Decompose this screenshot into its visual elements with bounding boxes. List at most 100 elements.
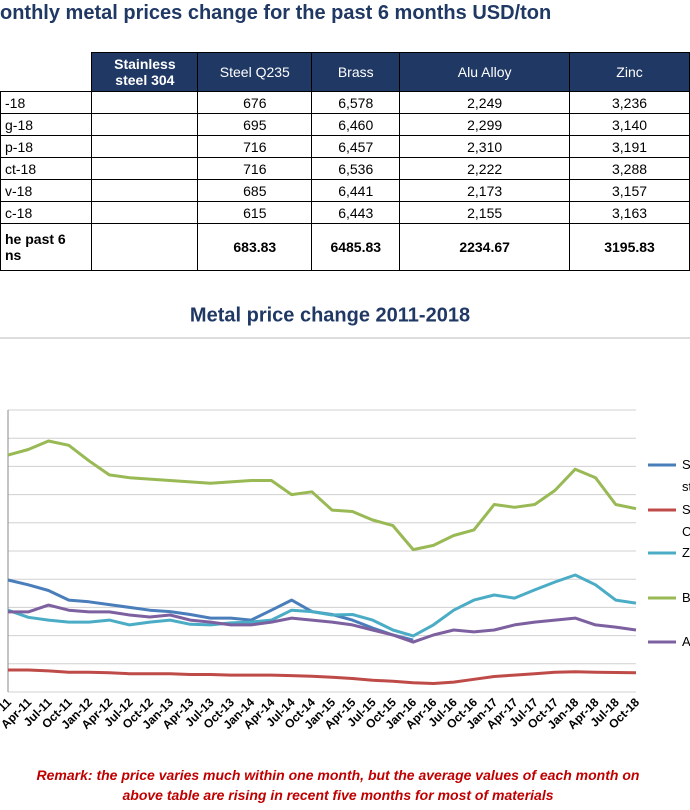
- cell: 2,155: [399, 201, 571, 224]
- x-tick-label: Jul-18: [587, 695, 622, 730]
- cell: 2,222: [399, 157, 571, 180]
- series-line: [7, 578, 414, 642]
- cell: 2,249: [399, 91, 571, 114]
- cell: 3,157: [569, 179, 690, 202]
- header-cell: Alu Alloy: [399, 52, 571, 92]
- cell: 6,441: [311, 179, 401, 202]
- cell: 2,310: [399, 135, 571, 158]
- header-cell: [0, 52, 93, 92]
- x-tick-label: Apr-13: [160, 695, 197, 732]
- x-tick-label: Jul-17: [506, 695, 541, 730]
- legend-label: Z: [682, 545, 690, 560]
- legend-label: Sst: [682, 457, 690, 494]
- x-tick-label: Jul-11: [21, 695, 55, 729]
- x-tick-label: Oct-16: [444, 695, 481, 732]
- price-table: Stainless steel 304 Steel Q235 Brass Alu Al…: [0, 52, 690, 271]
- x-tick-label: Jan-16: [382, 695, 419, 732]
- x-tick-label: Oct-11: [39, 695, 75, 731]
- x-tick-label: Jan-18: [545, 695, 582, 732]
- header-cell: Zinc: [569, 52, 690, 92]
- cell: 683.83: [197, 223, 313, 271]
- cell: [91, 135, 199, 158]
- cell: 2,173: [399, 179, 571, 202]
- x-tick-label: Apr-15: [322, 695, 359, 732]
- remark: Remark: the price varies much within one…: [37, 767, 640, 803]
- cell: 2234.67: [399, 223, 571, 271]
- x-tick-label: Oct-15: [363, 695, 400, 732]
- row-label: c-18: [0, 201, 93, 224]
- x-tick-label: Apr-12: [79, 695, 116, 732]
- x-tick-label: Apr-17: [484, 695, 521, 732]
- cell: [91, 91, 199, 114]
- chart-title: Metal price change 2011-2018: [190, 304, 470, 326]
- x-tick-label: Jan-14: [220, 695, 257, 732]
- x-tick-label: 11: [0, 695, 14, 714]
- cell: 3195.83: [569, 223, 690, 271]
- x-tick-label: Oct-14: [282, 695, 319, 732]
- header-cell: Steel Q235: [197, 52, 313, 92]
- cell: [91, 157, 199, 180]
- cell: [91, 201, 199, 224]
- cell: 6,578: [311, 91, 401, 114]
- series-line: [7, 439, 637, 552]
- cell: 6,460: [311, 113, 401, 136]
- table-row: he past 6 ns 683.83 6485.83 2234.67 3195.83: [0, 223, 690, 271]
- legend-label: A: [682, 634, 690, 649]
- x-tick-label: Jul-14: [263, 695, 298, 730]
- x-tick-label: Apr-11: [0, 695, 35, 732]
- cell: [91, 179, 199, 202]
- x-tick-label: Oct-18: [606, 695, 643, 732]
- x-tick-label: Jul-15: [344, 695, 379, 730]
- row-label: -18: [0, 91, 93, 114]
- header-cell: Brass: [311, 52, 401, 92]
- cell: 6,536: [311, 157, 401, 180]
- x-tick-label: Apr-18: [565, 695, 602, 732]
- page-title: onthly metal prices change for the past …: [0, 2, 552, 24]
- cell: 6,457: [311, 135, 401, 158]
- cell: 3,236: [569, 91, 690, 114]
- x-tick-label: Jan-13: [139, 695, 176, 732]
- row-label: ct-18: [0, 157, 93, 180]
- cell: 2,299: [399, 113, 571, 136]
- table-row: c-18 615 6,443 2,155 3,163: [0, 201, 690, 224]
- cell: [91, 113, 199, 136]
- cell: 615: [197, 201, 313, 224]
- cell: 695: [197, 113, 313, 136]
- x-tick-label: Oct-17: [525, 695, 562, 732]
- cell: 716: [197, 157, 313, 180]
- x-tick-label: Jul-16: [425, 695, 460, 730]
- x-tick-label: Jan-15: [301, 695, 338, 732]
- x-tick-label: Jan-12: [58, 695, 95, 732]
- x-tick-label: Apr-16: [403, 695, 440, 732]
- cell: 685: [197, 179, 313, 202]
- series-line: [8, 668, 637, 685]
- series-line: [7, 573, 637, 638]
- cell: [91, 223, 199, 271]
- x-tick-label: Oct-12: [120, 695, 157, 732]
- cell: 676: [197, 91, 313, 114]
- x-tick-label: Jul-13: [182, 695, 217, 730]
- table-row: -18 676 6,578 2,249 3,236: [0, 91, 690, 114]
- series-line: [8, 603, 637, 644]
- x-tick-label: Apr-14: [241, 695, 278, 732]
- row-label: v-18: [0, 179, 93, 202]
- table-row: g-18 695 6,460 2,299 3,140: [0, 113, 690, 136]
- header-row: Stainless steel 304 Steel Q235 Brass Alu Al…: [0, 52, 690, 92]
- cell: 3,191: [569, 135, 690, 158]
- row-label: p-18: [0, 135, 93, 158]
- cell: 3,140: [569, 113, 690, 136]
- x-tick-label: Jul-12: [101, 695, 136, 730]
- header-cell: Stainless steel 304: [91, 52, 199, 92]
- cell: 3,163: [569, 201, 690, 224]
- cell: 6,443: [311, 201, 401, 224]
- legend-label: B: [682, 590, 690, 605]
- table-row: ct-18 716 6,536 2,222 3,288: [0, 157, 690, 180]
- cell: 716: [197, 135, 313, 158]
- row-label: he past 6 ns: [0, 223, 93, 271]
- x-tick-label: Jan-17: [464, 695, 501, 732]
- cell: 3,288: [569, 157, 690, 180]
- row-label: g-18: [0, 113, 93, 136]
- cell: 6485.83: [311, 223, 401, 271]
